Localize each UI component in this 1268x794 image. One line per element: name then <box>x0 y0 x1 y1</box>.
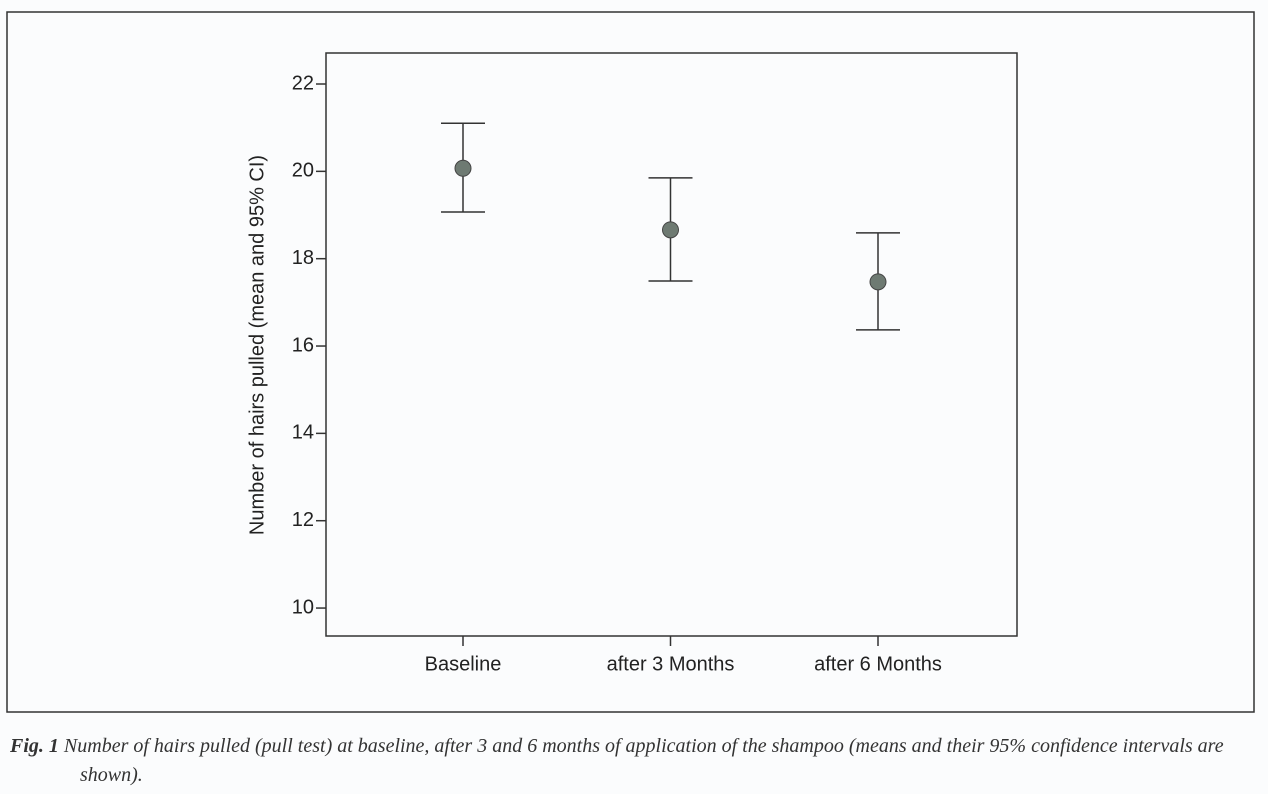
y-tick-label: 22 <box>292 72 314 94</box>
x-tick-label: after 3 Months <box>607 653 735 675</box>
y-tick-label: 14 <box>292 422 314 444</box>
y-tick-label: 16 <box>292 334 314 356</box>
chart: Number of hairs pulled (mean and 95% CI)… <box>6 11 1255 713</box>
mean-point <box>454 159 472 177</box>
y-tick-label: 20 <box>292 160 314 182</box>
x-tick-label: after 6 Months <box>814 653 942 675</box>
figure-frame <box>6 11 1255 713</box>
y-tick-label: 10 <box>292 596 314 618</box>
caption-label: Fig. 1 <box>10 735 59 757</box>
y-axis-label: Number of hairs pulled (mean and 95% CI) <box>246 155 268 535</box>
y-tick-label: 12 <box>292 509 314 531</box>
caption: Fig. 1 Number of hairs pulled (pull test… <box>10 732 1255 790</box>
caption-text: Number of hairs pulled (pull test) at ba… <box>63 735 1224 786</box>
y-tick-label: 18 <box>292 247 314 269</box>
plot-frame <box>325 52 1018 637</box>
mean-point <box>869 273 887 291</box>
mean-point <box>662 221 679 239</box>
x-tick-label: Baseline <box>425 653 502 675</box>
